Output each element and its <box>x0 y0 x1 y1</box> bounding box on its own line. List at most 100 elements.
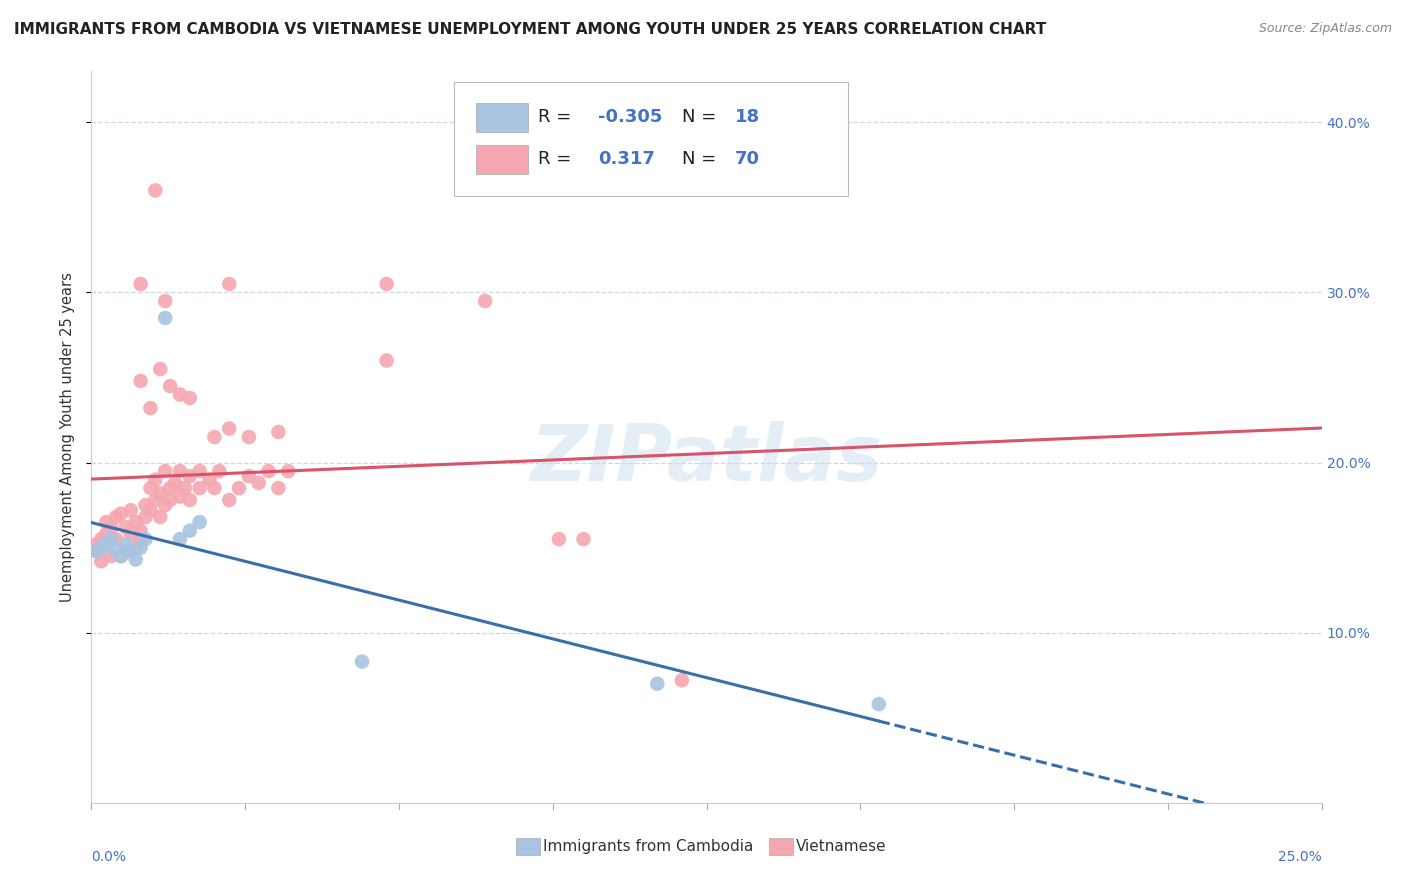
Text: N =: N = <box>682 150 721 168</box>
Text: Vietnamese: Vietnamese <box>796 839 886 854</box>
Point <box>169 490 191 504</box>
Point <box>208 464 231 478</box>
Point <box>139 481 162 495</box>
Text: 25.0%: 25.0% <box>1278 850 1322 864</box>
Point <box>135 498 156 512</box>
Point <box>868 697 890 711</box>
Point <box>145 493 166 508</box>
FancyBboxPatch shape <box>454 82 848 195</box>
Point <box>96 515 117 529</box>
Point <box>129 277 152 291</box>
Point <box>188 464 211 478</box>
Point <box>247 475 270 490</box>
Point <box>198 473 221 487</box>
Text: IMMIGRANTS FROM CAMBODIA VS VIETNAMESE UNEMPLOYMENT AMONG YOUTH UNDER 25 YEARS C: IMMIGRANTS FROM CAMBODIA VS VIETNAMESE U… <box>14 22 1046 37</box>
Point <box>169 532 191 546</box>
Point <box>86 544 108 558</box>
Point <box>169 387 191 401</box>
Point <box>547 532 569 546</box>
Point <box>139 503 162 517</box>
Point <box>153 311 177 326</box>
Point <box>100 520 122 534</box>
Point <box>572 532 595 546</box>
Point <box>179 524 201 538</box>
Point <box>163 475 186 490</box>
Point <box>90 532 112 546</box>
Point <box>149 362 172 376</box>
Point <box>129 374 152 388</box>
Point <box>86 537 108 551</box>
Point <box>120 527 142 541</box>
Point <box>153 498 177 512</box>
Point <box>124 515 146 529</box>
Point <box>135 532 156 546</box>
Point <box>174 481 197 495</box>
Point <box>110 549 132 563</box>
Point <box>267 481 290 495</box>
Text: 18: 18 <box>735 109 759 127</box>
Point <box>228 481 250 495</box>
Point <box>114 537 138 551</box>
Point <box>153 293 177 308</box>
Text: 0.317: 0.317 <box>599 150 655 168</box>
Point <box>129 541 152 555</box>
Point <box>86 544 108 558</box>
Point <box>179 469 201 483</box>
Point <box>110 549 132 563</box>
Text: ZIPatlas: ZIPatlas <box>530 421 883 497</box>
Point <box>129 532 152 546</box>
Point <box>277 464 299 478</box>
Point <box>105 510 127 524</box>
Text: Source: ZipAtlas.com: Source: ZipAtlas.com <box>1258 22 1392 36</box>
Point <box>159 379 181 393</box>
Point <box>474 293 496 308</box>
Text: Immigrants from Cambodia: Immigrants from Cambodia <box>543 839 754 854</box>
Text: 0.0%: 0.0% <box>91 850 127 864</box>
Text: R =: R = <box>538 109 576 127</box>
Point <box>105 544 127 558</box>
Point <box>114 544 138 558</box>
Point <box>188 481 211 495</box>
Point <box>218 277 240 291</box>
Point <box>124 552 146 566</box>
Point <box>202 430 225 444</box>
Point <box>238 469 260 483</box>
Point <box>671 673 693 688</box>
Point <box>159 493 181 508</box>
Point <box>139 401 162 416</box>
Point <box>90 554 112 568</box>
FancyBboxPatch shape <box>477 103 529 132</box>
Point <box>645 677 669 691</box>
Point <box>114 520 138 534</box>
Point <box>96 527 117 541</box>
Point <box>267 425 290 439</box>
Point <box>352 655 374 669</box>
Point <box>129 524 152 538</box>
Point <box>218 493 240 508</box>
Point <box>120 503 142 517</box>
Point <box>257 464 280 478</box>
Point <box>179 493 201 508</box>
Text: R =: R = <box>538 150 576 168</box>
Point <box>375 277 398 291</box>
Point <box>218 421 240 435</box>
Point <box>153 464 177 478</box>
Point <box>149 486 172 500</box>
Point <box>90 541 112 555</box>
Point <box>135 510 156 524</box>
Point <box>100 549 122 563</box>
Point <box>202 481 225 495</box>
Point <box>124 541 146 555</box>
Text: 70: 70 <box>735 150 759 168</box>
Point <box>145 473 166 487</box>
Point <box>169 464 191 478</box>
FancyBboxPatch shape <box>477 145 529 174</box>
Point <box>110 507 132 521</box>
Point <box>159 481 181 495</box>
Text: -0.305: -0.305 <box>599 109 662 127</box>
Y-axis label: Unemployment Among Youth under 25 years: Unemployment Among Youth under 25 years <box>60 272 76 602</box>
Point <box>100 532 122 546</box>
Point <box>238 430 260 444</box>
Point <box>149 510 172 524</box>
Text: N =: N = <box>682 109 721 127</box>
